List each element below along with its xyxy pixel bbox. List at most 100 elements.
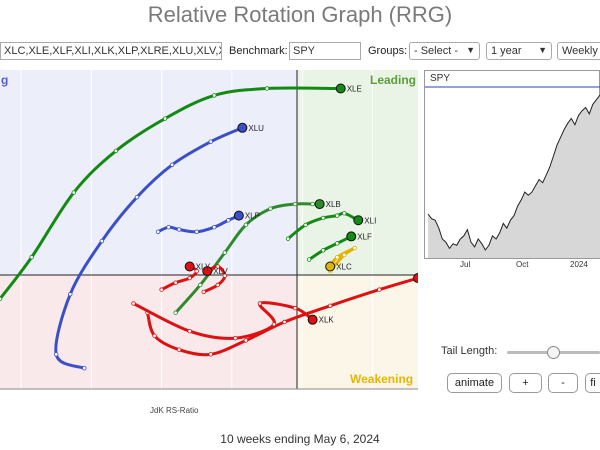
tail-point: [292, 201, 298, 207]
tail-xly[interactable]: XLY: [159, 261, 211, 292]
rrg-chart[interactable]: Leading Weakening g XLE XLU XLB XLP XLI XLF XL…: [0, 70, 445, 406]
tail-xle[interactable]: XLE: [0, 83, 362, 302]
tail-point: [292, 305, 298, 311]
period-select-value: 1 year: [491, 45, 522, 57]
tail-point: [99, 238, 105, 244]
tail-point: [187, 329, 192, 334]
frequency-select[interactable]: Weekly: [557, 42, 600, 60]
tail-point: [335, 255, 340, 260]
chevron-down-icon: ▼: [538, 45, 547, 55]
groups-label: Groups:: [368, 45, 408, 57]
tail-point: [166, 224, 171, 230]
series-label-xlk: XLK: [319, 316, 335, 325]
chevron-down-icon: ▼: [466, 45, 475, 55]
symbols-input[interactable]: XLC,XLE,XLF,XLI,XLK,XLP,XLRE,XLU,XLV,XL: [0, 42, 222, 60]
tail-point: [306, 257, 312, 262]
tail-point: [222, 250, 228, 255]
tail-point: [377, 287, 382, 292]
tail-point: [243, 222, 249, 228]
tail-point: [155, 229, 161, 235]
tail-point: [113, 148, 119, 154]
spy-price-line: [427, 94, 600, 251]
tail-xlc[interactable]: XLC: [325, 245, 357, 274]
leading-label: Leading: [370, 73, 416, 87]
zoom-out-button[interactable]: -: [548, 373, 578, 393]
tail-point: [352, 245, 357, 251]
head-marker-xlc[interactable]: [325, 261, 336, 272]
spy-chart-svg: SPY Jul Oct 2024: [424, 70, 600, 269]
tail-point: [310, 201, 315, 207]
groups-select-value: - Select -: [414, 45, 459, 57]
tail-point: [226, 218, 231, 223]
tail-point: [257, 301, 263, 306]
spy-panel: SPY Jul Oct 2024: [424, 70, 600, 270]
series-label-xle: XLE: [347, 84, 362, 93]
leading-quadrant: [297, 70, 418, 275]
weakening-quadrant: [297, 275, 418, 389]
improving-quadrant: [0, 70, 297, 275]
tail-point: [201, 289, 206, 295]
tail-length-control: Tail Length:: [441, 344, 600, 360]
tail-point: [159, 287, 164, 292]
tail-xlf[interactable]: XLF: [306, 231, 372, 262]
tail-point: [134, 194, 140, 200]
tail-xlk[interactable]: XLK: [131, 301, 335, 341]
zoom-in-button[interactable]: +: [509, 373, 542, 393]
tail-length-label: Tail Length:: [441, 345, 498, 357]
head-marker-xli[interactable]: [353, 215, 364, 226]
tail-point: [71, 190, 76, 195]
tail-point: [335, 241, 340, 246]
benchmark-label: Benchmark:: [229, 45, 288, 57]
series-label-xly: XLY: [196, 262, 211, 271]
tail-xli[interactable]: XLI: [285, 211, 376, 241]
tail-point: [194, 268, 199, 274]
tail-length-slider-handle[interactable]: [547, 346, 560, 359]
period-select[interactable]: 1 year ▼: [486, 42, 552, 60]
head-marker-xlf[interactable]: [346, 231, 357, 242]
page-title: Relative Rotation Graph (RRG): [147, 2, 453, 27]
head-marker-xlk[interactable]: [307, 314, 318, 325]
tail-xlu[interactable]: XLU: [54, 122, 264, 371]
tail-point: [82, 365, 87, 371]
animate-button[interactable]: animate: [447, 373, 502, 393]
head-marker-xlu[interactable]: [237, 122, 248, 133]
spy-xtick-2024: 2024: [570, 260, 588, 269]
tail-point: [29, 255, 34, 260]
tail-point: [342, 211, 347, 216]
tails: XLEXLUXLBXLPXLIXLFXLCXLVXLREXLKXLY: [0, 83, 445, 371]
tail-point: [54, 352, 59, 357]
tail-point: [176, 347, 182, 352]
weakening-label: Weakening: [350, 372, 413, 386]
spy-xtick-jul: Jul: [460, 260, 470, 269]
series-label-xlp: XLP: [245, 212, 260, 221]
tail-point: [212, 93, 217, 98]
head-marker-xlv[interactable]: [202, 266, 213, 277]
tail-point: [303, 222, 308, 228]
head-marker-xle[interactable]: [335, 83, 346, 94]
tail-point: [233, 335, 238, 341]
tail-point: [194, 229, 199, 235]
tail-point: [173, 280, 178, 285]
tail-point: [268, 206, 273, 211]
x-axis-title: JdK RS-Ratio: [150, 406, 199, 415]
fit-button[interactable]: fi: [585, 373, 600, 393]
series-label-xlf: XLF: [357, 232, 372, 241]
tail-xlp[interactable]: XLP: [155, 210, 260, 235]
tail-xlb[interactable]: XLB: [173, 199, 341, 315]
tail-xlv[interactable]: XLV: [201, 264, 229, 295]
head-marker-xlb[interactable]: [314, 199, 325, 210]
tail-point: [243, 338, 249, 343]
head-marker-xly[interactable]: [184, 261, 195, 272]
benchmark-input[interactable]: SPY: [289, 42, 361, 60]
spy-xtick-oct: Oct: [516, 260, 529, 269]
tail-point: [212, 224, 217, 230]
tail-point: [222, 273, 228, 278]
tail-point: [176, 227, 182, 232]
footer-caption: 10 weeks ending May 6, 2024: [220, 432, 380, 446]
tail-point: [215, 264, 220, 269]
tail-point: [169, 162, 175, 167]
groups-select[interactable]: - Select - ▼: [409, 42, 480, 60]
head-marker-xlp[interactable]: [233, 210, 244, 221]
tail-point: [327, 303, 333, 308]
head-marker-xlre[interactable]: [413, 273, 423, 284]
